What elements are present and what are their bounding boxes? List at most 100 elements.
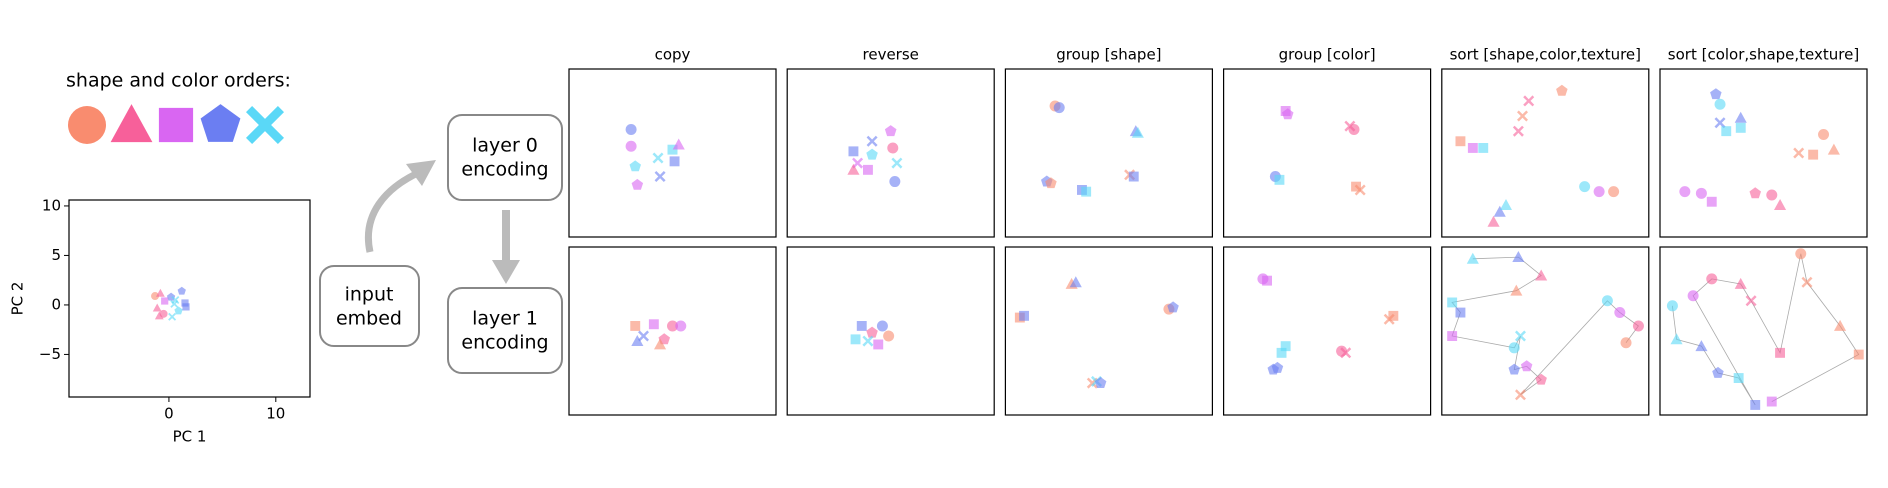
marker-triangle — [1734, 111, 1747, 123]
marker-square — [1280, 341, 1291, 352]
marker-pentagon — [1712, 366, 1724, 378]
marker-square — [1706, 196, 1717, 207]
panel-title: copy — [655, 46, 691, 64]
plot-frame — [1222, 246, 1432, 416]
marker-triangle — [1695, 340, 1708, 352]
marker-circle — [1766, 189, 1778, 201]
marker-triangle — [152, 303, 162, 312]
marker-cross — [168, 312, 177, 321]
marker-circle — [667, 320, 678, 332]
marker-circle — [876, 320, 888, 332]
marker-cross — [862, 335, 874, 347]
marker-cross — [1517, 110, 1528, 122]
marker-circle — [1795, 248, 1807, 260]
marker-pentagon — [177, 286, 186, 295]
marker-square — [1455, 136, 1466, 147]
marker-pentagon — [1749, 187, 1761, 199]
marker-circle — [151, 292, 160, 301]
plot-frame — [68, 199, 311, 398]
marker-cross — [852, 157, 864, 169]
marker-square — [1766, 396, 1777, 407]
marker-triangle — [154, 311, 164, 320]
marker-circle — [1632, 320, 1644, 332]
marker-cross — [1340, 347, 1352, 359]
marker-triangle — [1487, 215, 1500, 227]
marker-square — [1775, 347, 1785, 358]
marker-circle — [675, 320, 687, 332]
marker-pentagon — [1710, 88, 1722, 100]
panel-title: group [shape] — [1056, 46, 1161, 64]
marker-square — [1467, 143, 1478, 153]
marker-square — [161, 297, 169, 305]
marker-circle — [1666, 300, 1678, 312]
marker-cross — [1512, 125, 1524, 137]
arrow-head — [406, 160, 436, 186]
marker-triangle — [156, 288, 165, 297]
marker-cross — [652, 152, 664, 164]
marker-circle — [1818, 129, 1830, 141]
marker-square — [1733, 373, 1744, 383]
marker-cross — [170, 299, 179, 308]
marker-square — [1455, 307, 1466, 318]
marker-cross — [1515, 330, 1526, 342]
marker-triangle — [847, 163, 860, 175]
plot-frame — [1659, 246, 1868, 416]
layer1-label: encoding — [461, 332, 548, 354]
plot-frame — [786, 246, 995, 416]
marker-cross — [1801, 276, 1813, 288]
plot-frame — [568, 246, 777, 416]
marker-pentagon — [866, 326, 878, 338]
panel-title: reverse — [863, 46, 919, 64]
marker-triangle — [672, 138, 685, 150]
marker-square — [1853, 349, 1864, 360]
plot-frame — [1004, 68, 1214, 238]
arrow-head — [492, 260, 520, 284]
marker-circle — [1593, 186, 1605, 198]
marker-circle — [1695, 187, 1707, 199]
marker-triangle — [1834, 319, 1847, 331]
marker-square — [1128, 171, 1139, 182]
marker-triangle — [1069, 276, 1082, 288]
marker-square — [648, 319, 659, 330]
plot-frame — [1441, 246, 1650, 416]
plot-frame — [1659, 68, 1868, 238]
marker-square — [848, 146, 859, 157]
marker-cross — [1714, 117, 1726, 129]
marker-square — [158, 107, 194, 143]
plot-frame — [568, 68, 777, 238]
marker-square — [1478, 143, 1489, 153]
marker-circle — [1620, 337, 1632, 349]
marker-triangle — [1734, 277, 1747, 289]
input-box — [319, 265, 420, 347]
marker-triangle — [1774, 199, 1787, 210]
marker-pentagon — [200, 104, 241, 142]
panel-title: sort [shape,color,texture] — [1450, 46, 1641, 64]
marker-triangle — [1535, 269, 1548, 281]
marker-circle — [1053, 102, 1065, 114]
marker-pentagon — [1556, 84, 1568, 96]
marker-circle — [1601, 295, 1613, 307]
x-axis-label: PC 1 — [173, 428, 207, 446]
marker-cross — [638, 330, 649, 342]
marker-triangle — [1510, 284, 1523, 296]
plot-frame — [786, 68, 995, 238]
marker-square — [1735, 122, 1746, 133]
marker-circle — [1508, 342, 1520, 354]
marker-circle — [883, 330, 895, 342]
marker-cross — [866, 135, 878, 147]
layer1-box — [447, 287, 563, 374]
marker-pentagon — [1094, 377, 1107, 388]
marker-cross — [1515, 389, 1526, 401]
marker-pentagon — [1167, 301, 1179, 313]
marker-cross — [654, 171, 666, 182]
marker-triangle — [110, 104, 153, 143]
plot-frame — [1004, 246, 1214, 416]
marker-triangle — [631, 335, 644, 346]
marker-square — [1447, 331, 1458, 341]
marker-square — [630, 321, 641, 331]
marker-pentagon — [1508, 363, 1520, 375]
layer1-label: layer 1 — [472, 308, 538, 330]
panel-title: sort [color,shape,texture] — [1668, 46, 1859, 64]
marker-triangle — [1827, 143, 1840, 155]
marker-cross — [1793, 147, 1805, 159]
